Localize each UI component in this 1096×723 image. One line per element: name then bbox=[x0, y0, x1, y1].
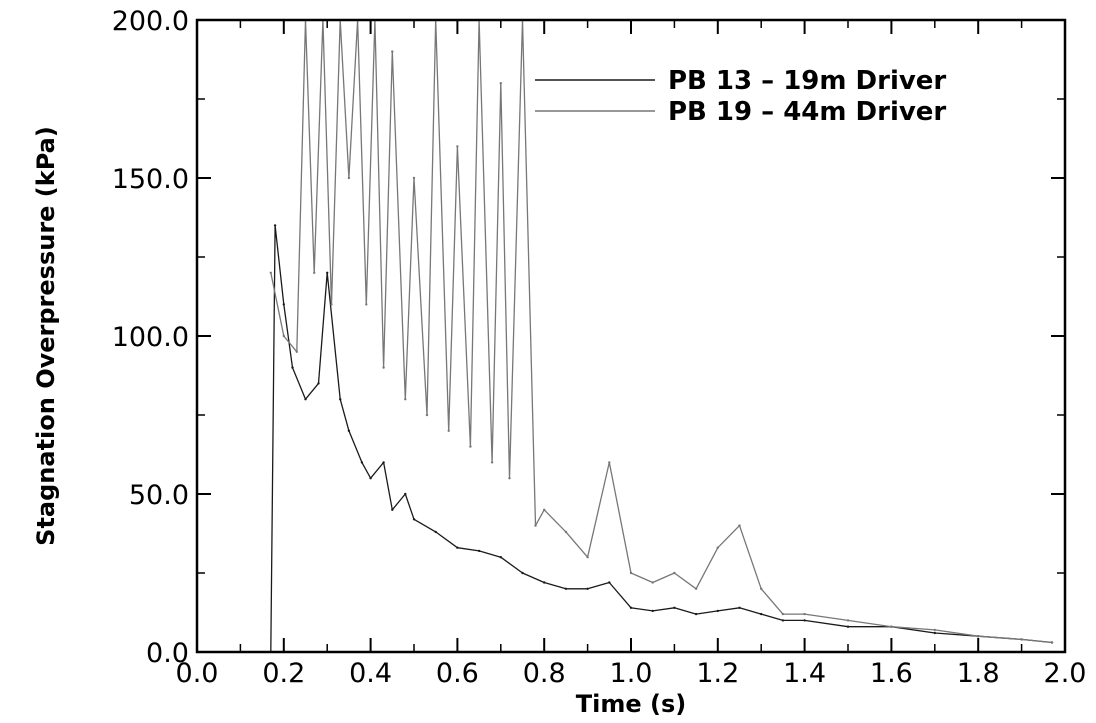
series-0-point bbox=[456, 546, 459, 549]
series-0-point bbox=[304, 398, 307, 401]
series-0-point bbox=[291, 366, 294, 369]
series-1-point bbox=[382, 366, 385, 369]
y-tick-label: 50.0 bbox=[129, 480, 189, 511]
series-1-point bbox=[425, 413, 429, 417]
series-1-point bbox=[629, 571, 633, 575]
series-0-point bbox=[716, 609, 719, 613]
series-0-point bbox=[282, 303, 285, 306]
series-0-point bbox=[738, 606, 741, 609]
series-0-point bbox=[326, 271, 329, 274]
y-tick-label: 100.0 bbox=[112, 322, 189, 353]
series-1-point bbox=[543, 508, 546, 511]
series-0-point bbox=[317, 382, 320, 385]
x-tick-label: 1.6 bbox=[870, 658, 913, 689]
series-layer bbox=[269, 20, 1054, 652]
series-0-point bbox=[434, 530, 437, 534]
series-0-point bbox=[760, 612, 763, 616]
series-0-point bbox=[339, 398, 342, 401]
series-1-point bbox=[738, 524, 741, 527]
series-1-point bbox=[781, 612, 785, 616]
x-tick-label: 2.0 bbox=[1044, 658, 1087, 689]
series-1-point bbox=[347, 176, 351, 180]
x-tick-label: 1.4 bbox=[783, 658, 826, 689]
series-1-point bbox=[391, 50, 394, 53]
x-tick-label: 0.0 bbox=[176, 658, 219, 689]
tick-labels-layer: 0.0 0.2 0.4 0.6 0.8 1.0 1.2 1.4 1.6 1.8 2.0 0.0 50.0… bbox=[112, 6, 1087, 689]
y-axis-title: Stagnation Overpressure (kPa) bbox=[32, 126, 60, 546]
series-0-point bbox=[781, 619, 785, 622]
series-1-point bbox=[673, 571, 676, 575]
series-1-point bbox=[716, 546, 719, 549]
series-0-point bbox=[360, 461, 364, 464]
series-0-point bbox=[404, 492, 407, 496]
series-0-point bbox=[391, 508, 394, 511]
series-0-point bbox=[499, 556, 502, 559]
series-1-point bbox=[412, 176, 416, 180]
series-1-point bbox=[933, 628, 936, 632]
series-1-point bbox=[282, 334, 285, 338]
series-1-point bbox=[313, 271, 316, 274]
y-tick-label: 150.0 bbox=[112, 164, 189, 195]
series-1-point bbox=[977, 635, 980, 638]
x-tick-label: 1.0 bbox=[610, 658, 653, 689]
series-1-point bbox=[564, 530, 568, 534]
series-line-1 bbox=[270, 20, 1053, 644]
series-1-point bbox=[1050, 641, 1054, 644]
x-tick-label: 1.8 bbox=[957, 658, 1000, 689]
series-1-point bbox=[490, 461, 494, 464]
series-1-point bbox=[330, 303, 333, 306]
y-tick-label: 200.0 bbox=[112, 6, 189, 37]
series-1-point bbox=[534, 524, 537, 527]
series-0-point bbox=[933, 631, 936, 635]
series-1-point bbox=[846, 619, 850, 622]
series-0-point bbox=[521, 571, 524, 575]
series-1-point bbox=[499, 82, 502, 85]
series-1-point bbox=[365, 303, 368, 306]
series-0-point bbox=[629, 606, 633, 609]
x-tick-label: 0.6 bbox=[436, 658, 479, 689]
series-1-point bbox=[447, 429, 450, 432]
series-0-point bbox=[694, 612, 698, 616]
series-1-point bbox=[694, 587, 698, 590]
series-0-point bbox=[803, 619, 806, 622]
series-1-point bbox=[469, 445, 472, 448]
series-0-point bbox=[543, 581, 546, 584]
legend-label-pb19: PB 19 – 44m Driver bbox=[668, 97, 946, 127]
series-1-point bbox=[651, 581, 654, 584]
series-0-point bbox=[846, 625, 850, 628]
legend-label-pb13: PB 13 – 19m Driver bbox=[668, 66, 946, 96]
series-1-point bbox=[760, 587, 763, 590]
series-0-point bbox=[412, 518, 416, 521]
series-0-point bbox=[564, 587, 568, 590]
series-1-point bbox=[295, 350, 298, 353]
x-axis-title: Time (s) bbox=[576, 690, 686, 718]
series-1-point bbox=[890, 625, 893, 628]
series-0-point bbox=[369, 477, 372, 480]
series-0-point bbox=[673, 606, 676, 609]
series-0-point bbox=[477, 549, 481, 553]
series-1-point bbox=[508, 477, 511, 480]
series-1-point bbox=[1020, 638, 1023, 641]
x-tick-label: 0.8 bbox=[523, 658, 566, 689]
series-1-point bbox=[803, 612, 806, 616]
y-tick-label: 0.0 bbox=[146, 638, 189, 669]
series-line-0 bbox=[270, 224, 1053, 652]
series-1-point bbox=[608, 461, 611, 464]
series-1-point bbox=[269, 271, 272, 274]
series-1-point bbox=[586, 556, 589, 559]
x-tick-label: 0.2 bbox=[262, 658, 305, 689]
x-tick-label: 0.4 bbox=[349, 658, 392, 689]
series-0-point bbox=[586, 587, 589, 590]
series-1-point bbox=[456, 145, 459, 148]
series-0-point bbox=[347, 429, 351, 432]
series-0-point bbox=[382, 461, 385, 464]
legend: PB 13 – 19m Driver PB 19 – 44m Driver bbox=[535, 66, 946, 127]
series-1-point bbox=[404, 398, 407, 401]
x-tick-label: 1.2 bbox=[696, 658, 739, 689]
ticks-layer bbox=[196, 19, 1066, 653]
series-0-point bbox=[608, 581, 611, 584]
series-0-point bbox=[273, 224, 277, 227]
series-0-point bbox=[651, 609, 654, 613]
